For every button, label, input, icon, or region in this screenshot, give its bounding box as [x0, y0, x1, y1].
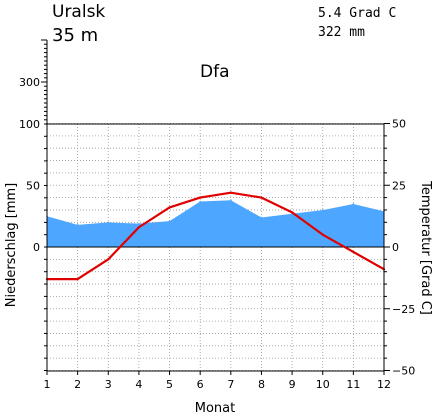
temp-tick-label: 50	[392, 118, 406, 131]
temperature-series	[45, 191, 386, 281]
x-tick-label: 9	[289, 378, 296, 391]
x-tick-label: 5	[166, 378, 173, 391]
temp-tick-label: 25	[392, 179, 406, 192]
y-axis-label-right: Temperatur [Grad C]	[418, 180, 433, 315]
precipitation-point	[352, 203, 355, 205]
x-tick-label: 4	[135, 378, 142, 391]
x-tick-label: 8	[258, 378, 265, 391]
precipitation-point	[76, 224, 79, 226]
mean-temperature: 5.4 Grad C	[318, 6, 396, 21]
temperature-point	[290, 211, 294, 214]
temp-tick-label: 0	[392, 241, 399, 254]
precip-tick-label: 300	[19, 76, 40, 89]
temperature-point	[260, 196, 263, 199]
annual-precipitation: 322 mm	[318, 25, 365, 40]
climate-class: Dfa	[200, 62, 230, 82]
temperature-point	[199, 196, 202, 199]
axes	[41, 39, 390, 375]
precipitation-point	[199, 200, 201, 203]
temperature-line	[47, 191, 385, 281]
x-tick-label: 12	[377, 378, 391, 391]
temperature-point	[76, 278, 79, 281]
x-tick-label: 1	[44, 378, 51, 391]
x-tick-label: 11	[346, 378, 360, 391]
x-tick-label: 2	[74, 378, 81, 391]
temperature-point	[107, 258, 110, 261]
precipitation-point	[138, 222, 140, 225]
x-tick-label: 3	[105, 378, 112, 391]
x-tick-label: 10	[316, 378, 330, 391]
precip-tick-label: 0	[33, 241, 40, 254]
temperature-point	[137, 226, 141, 229]
x-axis-label: Monat	[195, 401, 235, 415]
precipitation-point	[260, 216, 263, 219]
temperature-point	[352, 250, 355, 254]
x-tick-label: 6	[197, 378, 204, 391]
y-axis-label-left: Niederschlag [mm]	[4, 183, 19, 308]
precipitation-point	[107, 221, 110, 224]
temperature-point	[229, 191, 232, 194]
x-tick-label: 7	[227, 378, 234, 391]
precipitation-point	[321, 209, 324, 211]
precipitation-point	[230, 199, 232, 202]
precipitation-point	[168, 220, 171, 222]
temperature-point	[321, 233, 324, 236]
station-elevation: 35 m	[52, 25, 98, 46]
precip-tick-label: 50	[26, 180, 40, 193]
precip-tick-label: 100	[19, 118, 40, 131]
temp-tick-label: −25	[392, 303, 415, 316]
temperature-point	[168, 206, 171, 209]
temp-tick-label: −50	[392, 365, 415, 378]
station-name: Uralsk	[52, 2, 105, 22]
